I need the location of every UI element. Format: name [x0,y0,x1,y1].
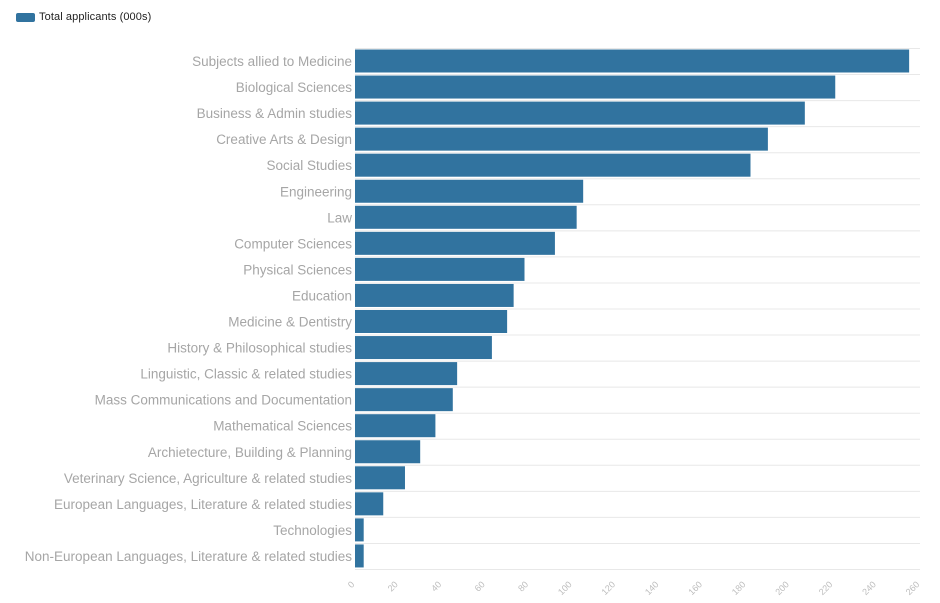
category-label: Engineering [280,184,352,199]
bars [355,49,910,568]
bar [355,153,751,177]
x-tick-label: 0 [346,579,357,590]
bar [355,336,492,360]
x-tick-label: 220 [817,579,835,597]
x-tick-label: 160 [686,579,704,597]
bar [355,466,405,490]
category-label: Subjects allied to Medicine [192,54,352,69]
x-tick-label: 20 [386,579,400,593]
category-label: European Languages, Literature & related… [54,497,352,512]
category-label: Medicine & Dentistry [228,315,352,330]
x-tick-label: 100 [556,579,574,597]
category-label: Education [292,288,352,303]
bar [355,283,514,307]
x-tick-label: 40 [429,579,443,593]
bar [355,362,458,386]
bar [355,518,364,542]
bar [355,101,805,125]
bar [355,127,768,151]
bar [355,75,836,99]
x-tick-label: 240 [860,579,878,597]
x-tick-label: 80 [516,579,530,593]
bar [355,492,384,516]
category-label: Archietecture, Building & Planning [148,445,352,460]
bar [355,544,364,568]
x-tick-label: 120 [599,579,617,597]
category-label: Mathematical Sciences [213,419,352,434]
bar [355,440,421,464]
legend-label: Total applicants (000s) [39,11,152,23]
gridlines [355,48,920,570]
category-label: Social Studies [266,158,352,173]
category-labels: Subjects allied to Medicine Biological Sc… [25,54,352,564]
category-label: Technologies [273,523,352,538]
category-label: Biological Sciences [236,80,353,95]
x-tick-label: 180 [730,579,748,597]
bar [355,231,555,255]
x-tick-label: 60 [473,579,487,593]
category-label: Creative Arts & Design [216,132,352,147]
category-label: Linguistic, Classic & related studies [140,367,352,382]
category-label: Business & Admin studies [197,106,353,121]
x-tick-label: 200 [773,579,791,597]
bar [355,205,577,229]
bar [355,310,508,333]
x-axis-ticks: 0 20 40 60 80 100 120 140 160 180 200 220 240 260 [346,579,922,597]
bar [355,49,910,73]
category-label: Mass Communications and Documentation [95,393,352,408]
bar [355,414,436,438]
legend: Total applicants (000s) [16,11,151,23]
bar [355,179,584,203]
category-label: Physical Sciences [243,262,352,277]
category-label: History & Philosophical studies [167,341,352,356]
bar [355,257,525,281]
legend-swatch [16,12,35,22]
category-label: Non-European Languages, Literature & rel… [25,549,352,564]
category-label: Law [327,210,352,225]
category-label: Veterinary Science, Agriculture & relate… [64,471,352,486]
category-label: Computer Sciences [234,236,352,251]
x-tick-label: 140 [643,579,661,597]
x-tick-label: 260 [904,579,922,597]
bar [355,388,453,412]
